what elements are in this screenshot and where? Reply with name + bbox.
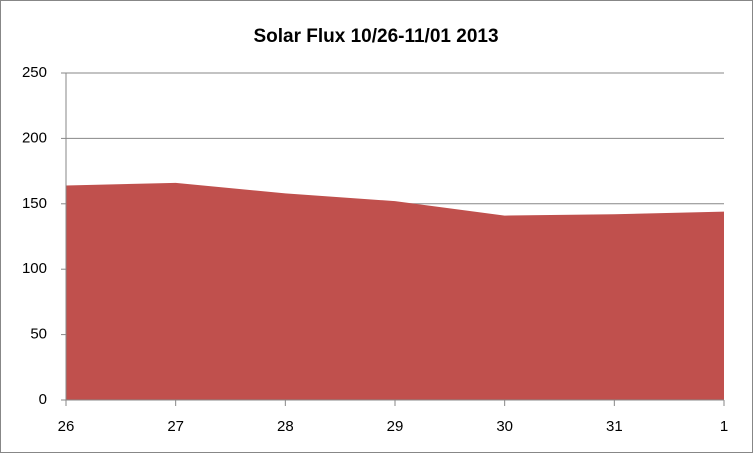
y-tick-label: 0 [39,391,47,408]
x-tick-label: 29 [387,418,404,435]
x-tick-label: 1 [720,418,728,435]
y-tick-label: 100 [22,260,47,277]
y-tick-label: 200 [22,129,47,146]
y-tick-label: 250 [22,64,47,81]
x-tick-label: 27 [167,418,184,435]
chart-title: Solar Flux 10/26-11/01 2013 [253,26,498,47]
x-tick-label: 30 [496,418,513,435]
area [66,182,724,400]
x-tick-label: 28 [277,418,294,435]
x-tick-label: 31 [606,418,623,435]
y-tick-label: 50 [30,326,47,343]
x-tick-label: 26 [58,418,75,435]
y-tick-label: 150 [22,195,47,212]
